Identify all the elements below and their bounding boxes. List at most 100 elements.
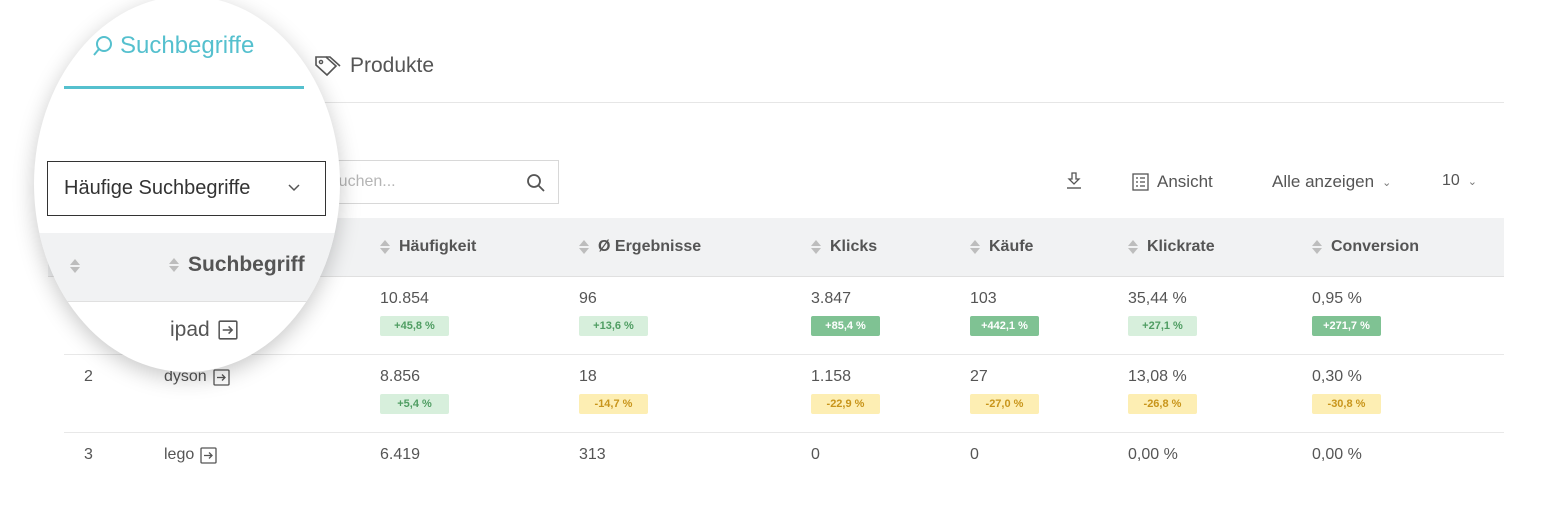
view-button[interactable]: Ansicht bbox=[1132, 172, 1213, 192]
open-link-icon[interactable] bbox=[200, 446, 217, 464]
cell-klicks: 3.847 +85,4 % bbox=[811, 290, 880, 336]
column-header-klickrate[interactable]: Klickrate bbox=[1128, 218, 1215, 276]
view-button-label: Ansicht bbox=[1157, 172, 1213, 191]
cell-term: dyson bbox=[164, 368, 230, 386]
sort-icon bbox=[811, 240, 821, 254]
column-header-kaeufe[interactable]: Käufe bbox=[970, 218, 1033, 276]
column-header-suchbegriff[interactable]: Suchbegriff bbox=[169, 253, 305, 277]
delta-badge: +271,7 % bbox=[1312, 316, 1381, 336]
delta-badge: -14,7 % bbox=[579, 394, 648, 414]
cell-haeufigkeit: 6.419 bbox=[380, 446, 421, 463]
sort-icon bbox=[380, 240, 390, 254]
cell-conversion: 0,95 % +271,7 % bbox=[1312, 290, 1381, 336]
sort-icon[interactable] bbox=[70, 259, 80, 273]
sort-icon bbox=[579, 240, 589, 254]
delta-badge: +27,1 % bbox=[1128, 316, 1197, 336]
cell-value: 1.158 bbox=[811, 368, 852, 385]
cell-rank: 3 bbox=[84, 446, 93, 463]
term-link[interactable]: dyson bbox=[164, 368, 207, 385]
delta-badge: -26,8 % bbox=[1128, 394, 1197, 414]
active-tab-indicator bbox=[64, 86, 304, 89]
chevron-down-icon: ⌄ bbox=[1467, 175, 1478, 188]
tab-produkte[interactable]: Produkte bbox=[314, 30, 434, 102]
sort-icon bbox=[970, 240, 980, 254]
table-row: 3 lego 6.419 313 0 0 0,00 % 0,00 % bbox=[64, 432, 1504, 510]
tab-suchbegriffe-zoomed-label: Suchbegriffe bbox=[120, 32, 255, 59]
download-button[interactable] bbox=[1066, 172, 1090, 190]
cell-value: 18 bbox=[579, 368, 597, 385]
filter-select[interactable]: Häufige Suchbegriffe bbox=[47, 161, 326, 216]
table-row: 2 dyson 8.856 +5,4 % 18 -14,7 % 1.158 -22,9… bbox=[64, 354, 1504, 433]
cell-kaeufe: 0 bbox=[970, 446, 979, 463]
list-view-icon bbox=[1132, 173, 1149, 191]
delta-badge: +13,6 % bbox=[579, 316, 648, 336]
cell-haeufigkeit: 8.856 +5,4 % bbox=[380, 368, 449, 414]
tag-icon bbox=[315, 56, 341, 77]
delta-badge: -30,8 % bbox=[1312, 394, 1381, 414]
cell-value: 0,30 % bbox=[1312, 368, 1362, 385]
cell-klicks: 1.158 -22,9 % bbox=[811, 368, 880, 414]
column-header-conversion[interactable]: Conversion bbox=[1312, 218, 1419, 276]
delta-badge: +5,4 % bbox=[380, 394, 449, 414]
cell-conversion: 0,30 % -30,8 % bbox=[1312, 368, 1381, 414]
delta-badge: +45,8 % bbox=[380, 316, 449, 336]
cell-klicks: 0 bbox=[811, 446, 820, 463]
tab-suchbegriffe-zoomed[interactable]: Suchbegriffe bbox=[92, 32, 254, 60]
cell-kaeufe: 103 +442,1 % bbox=[970, 290, 1039, 336]
page-size-dropdown[interactable]: 10 ⌄ bbox=[1442, 172, 1477, 190]
open-link-icon[interactable] bbox=[218, 320, 238, 340]
cell-term: lego bbox=[164, 446, 217, 464]
cell-rank: 2 bbox=[84, 368, 93, 385]
cell-term-zoomed: ipad bbox=[170, 318, 238, 342]
delta-badge: -22,9 % bbox=[811, 394, 880, 414]
cell-value: 3.847 bbox=[811, 290, 852, 307]
chevron-down-icon bbox=[288, 184, 300, 192]
page-size-value: 10 bbox=[1442, 172, 1460, 189]
download-icon bbox=[1067, 172, 1081, 189]
cell-value: 10.854 bbox=[380, 290, 429, 307]
cell-value: 35,44 % bbox=[1128, 290, 1187, 307]
column-label: Klickrate bbox=[1147, 238, 1215, 255]
filter-select-value: Häufige Suchbegriffe bbox=[64, 177, 251, 199]
column-label: Käufe bbox=[989, 238, 1034, 255]
search-input[interactable] bbox=[326, 172, 510, 192]
search-field[interactable] bbox=[265, 160, 559, 204]
delta-badge: +442,1 % bbox=[970, 316, 1039, 336]
sort-icon bbox=[169, 258, 179, 272]
open-link-icon[interactable] bbox=[213, 368, 230, 386]
column-label: Ø Ergebnisse bbox=[598, 238, 702, 255]
column-header-ergebnisse[interactable]: Ø Ergebnisse bbox=[579, 218, 701, 276]
cell-value: 103 bbox=[970, 290, 997, 307]
show-all-label: Alle anzeigen bbox=[1272, 172, 1375, 191]
cell-ergebnisse: 96 +13,6 % bbox=[579, 290, 648, 336]
cell-ergebnisse: 313 bbox=[579, 446, 606, 463]
term-link[interactable]: lego bbox=[164, 446, 195, 463]
cell-value: 27 bbox=[970, 368, 988, 385]
cell-klickrate: 35,44 % +27,1 % bbox=[1128, 290, 1197, 336]
table-row: 10.854 +45,8 % 96 +13,6 % 3.847 +85,4 % 103… bbox=[64, 276, 1504, 355]
column-label: Klicks bbox=[830, 238, 878, 255]
show-all-dropdown[interactable]: Alle anzeigen ⌄ bbox=[1272, 172, 1391, 192]
cell-value: 0,95 % bbox=[1312, 290, 1362, 307]
column-header-klicks[interactable]: Klicks bbox=[811, 218, 877, 276]
chevron-down-icon: ⌄ bbox=[1382, 176, 1392, 189]
cell-klickrate: 13,08 % -26,8 % bbox=[1128, 368, 1197, 414]
magnifier-overlay: Suchbegriffe Häufige Suchbegriffe Suchbe… bbox=[34, 0, 340, 372]
search-icon[interactable] bbox=[526, 173, 546, 193]
cell-ergebnisse: 18 -14,7 % bbox=[579, 368, 648, 414]
column-label: Suchbegriff bbox=[188, 253, 305, 276]
delta-badge: +85,4 % bbox=[811, 316, 880, 336]
cell-haeufigkeit: 10.854 +45,8 % bbox=[380, 290, 449, 336]
cell-value: 8.856 bbox=[380, 368, 421, 385]
column-header-haeufigkeit[interactable]: Häufigkeit bbox=[380, 218, 476, 276]
sort-icon bbox=[1312, 240, 1322, 254]
column-label: Häufigkeit bbox=[399, 238, 477, 255]
tab-produkte-label: Produkte bbox=[350, 54, 435, 77]
term-link[interactable]: ipad bbox=[170, 318, 210, 341]
cell-klickrate: 0,00 % bbox=[1128, 446, 1178, 463]
delta-badge: -27,0 % bbox=[970, 394, 1039, 414]
search-icon bbox=[93, 36, 112, 56]
cell-kaeufe: 27 -27,0 % bbox=[970, 368, 1039, 414]
sort-icon bbox=[1128, 240, 1138, 254]
cell-value: 13,08 % bbox=[1128, 368, 1187, 385]
